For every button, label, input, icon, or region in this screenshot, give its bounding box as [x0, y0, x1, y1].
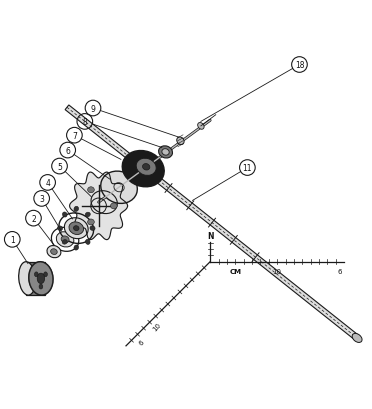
Text: 8: 8 — [83, 118, 87, 127]
Ellipse shape — [87, 220, 94, 225]
Ellipse shape — [44, 272, 47, 277]
Ellipse shape — [86, 240, 90, 245]
Ellipse shape — [74, 245, 78, 250]
Text: 5: 5 — [57, 162, 62, 171]
Text: 4: 4 — [45, 178, 50, 187]
Ellipse shape — [19, 262, 36, 295]
Text: 6: 6 — [337, 268, 342, 274]
Text: N: N — [207, 231, 214, 240]
Text: 6: 6 — [65, 146, 70, 155]
Ellipse shape — [136, 159, 156, 176]
Ellipse shape — [64, 218, 88, 239]
Text: 18: 18 — [295, 61, 304, 70]
Ellipse shape — [62, 240, 67, 245]
Ellipse shape — [39, 285, 43, 289]
Ellipse shape — [47, 246, 61, 258]
Ellipse shape — [74, 226, 79, 231]
Ellipse shape — [62, 212, 67, 218]
Polygon shape — [65, 106, 359, 340]
Text: 9: 9 — [90, 104, 96, 113]
Text: 10: 10 — [273, 268, 282, 274]
Ellipse shape — [57, 226, 62, 231]
Text: 7: 7 — [72, 131, 77, 140]
Ellipse shape — [88, 187, 94, 193]
Ellipse shape — [35, 272, 38, 277]
Polygon shape — [70, 173, 128, 240]
Ellipse shape — [101, 172, 137, 204]
Text: 3: 3 — [39, 194, 44, 203]
Ellipse shape — [162, 149, 169, 156]
Text: 6: 6 — [138, 338, 145, 346]
Polygon shape — [26, 262, 45, 295]
Ellipse shape — [110, 203, 117, 209]
Ellipse shape — [142, 164, 150, 171]
Ellipse shape — [29, 262, 53, 295]
Ellipse shape — [122, 151, 164, 187]
Ellipse shape — [177, 137, 184, 145]
Ellipse shape — [85, 213, 90, 217]
Ellipse shape — [90, 226, 95, 231]
Ellipse shape — [51, 249, 57, 255]
Ellipse shape — [74, 207, 78, 212]
Ellipse shape — [61, 236, 69, 243]
Ellipse shape — [56, 232, 74, 247]
Ellipse shape — [29, 262, 53, 295]
Text: CM: CM — [230, 268, 241, 274]
Text: 11: 11 — [243, 164, 252, 173]
Ellipse shape — [158, 146, 173, 159]
Text: 10: 10 — [151, 321, 162, 332]
Text: 1: 1 — [10, 235, 15, 244]
Ellipse shape — [352, 334, 362, 343]
Text: 2: 2 — [31, 214, 36, 223]
Ellipse shape — [37, 274, 45, 284]
Ellipse shape — [69, 222, 84, 235]
Ellipse shape — [198, 123, 204, 130]
